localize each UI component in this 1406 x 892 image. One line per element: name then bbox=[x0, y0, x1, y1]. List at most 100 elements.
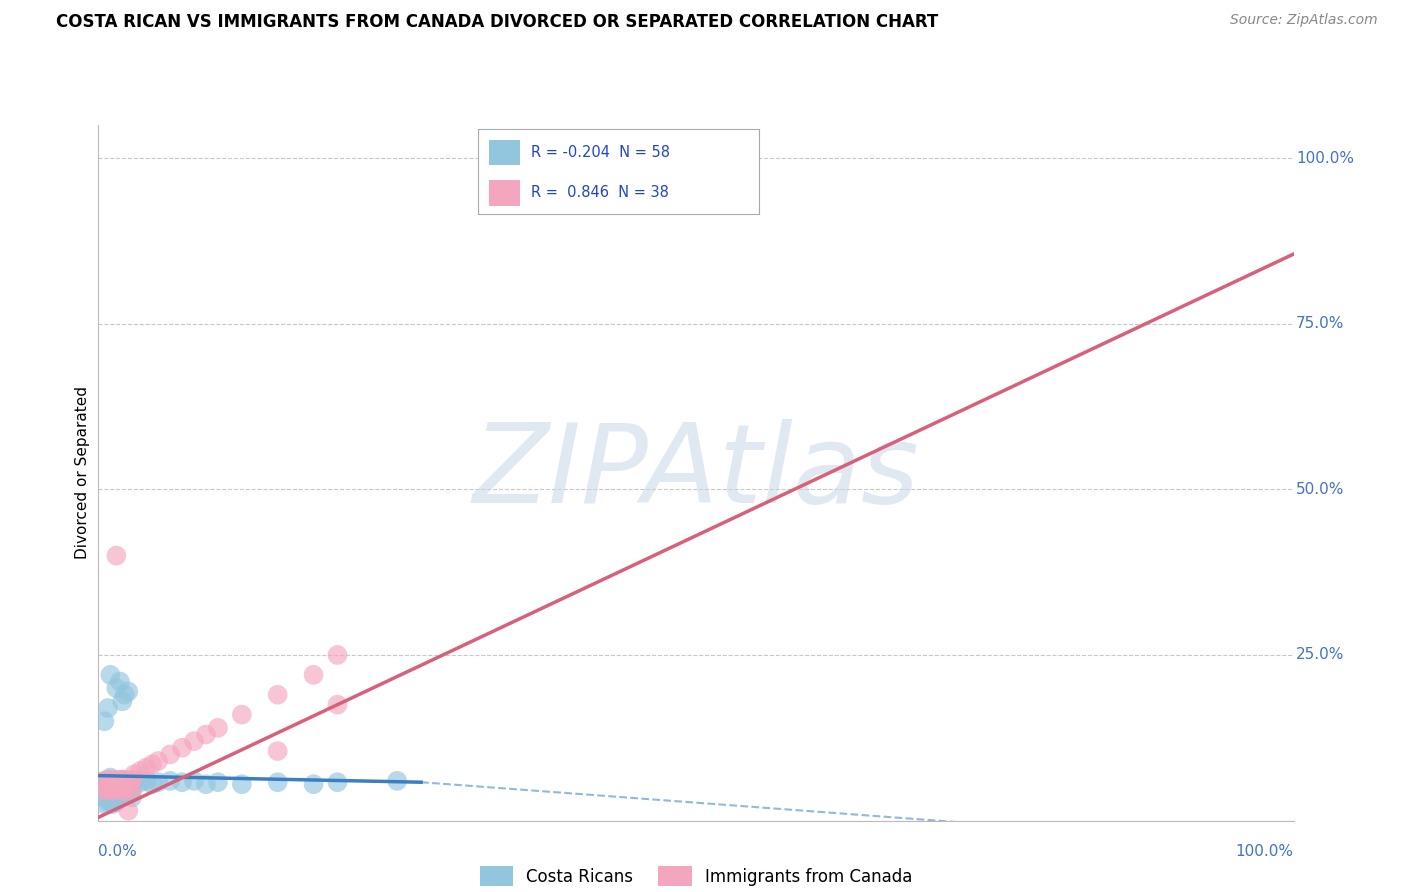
Text: COSTA RICAN VS IMMIGRANTS FROM CANADA DIVORCED OR SEPARATED CORRELATION CHART: COSTA RICAN VS IMMIGRANTS FROM CANADA DI… bbox=[56, 13, 938, 31]
Point bbox=[105, 795, 128, 809]
Point bbox=[97, 781, 120, 796]
Point bbox=[267, 688, 290, 702]
Point bbox=[93, 784, 115, 798]
Text: 25.0%: 25.0% bbox=[1296, 648, 1344, 663]
Point bbox=[135, 761, 157, 775]
Point bbox=[114, 789, 136, 803]
Point bbox=[98, 780, 122, 795]
Bar bbox=[489, 139, 520, 165]
Point bbox=[159, 747, 181, 762]
Point bbox=[129, 775, 152, 789]
Point bbox=[98, 771, 122, 785]
Point bbox=[108, 780, 131, 795]
Point bbox=[172, 740, 194, 755]
Point bbox=[98, 668, 122, 682]
Point bbox=[121, 790, 143, 805]
Point bbox=[117, 787, 139, 801]
Point bbox=[183, 773, 205, 788]
Point bbox=[98, 794, 122, 808]
Point bbox=[93, 714, 115, 729]
Text: 75.0%: 75.0% bbox=[1296, 316, 1344, 331]
Point bbox=[114, 688, 136, 702]
Point bbox=[194, 727, 217, 741]
Point bbox=[172, 775, 194, 789]
Point bbox=[111, 773, 134, 788]
Point bbox=[108, 772, 131, 787]
Point bbox=[111, 772, 134, 787]
Point bbox=[114, 775, 136, 789]
Point bbox=[114, 772, 136, 787]
Legend: Costa Ricans, Immigrants from Canada: Costa Ricans, Immigrants from Canada bbox=[472, 860, 920, 892]
Point bbox=[117, 804, 139, 818]
Point bbox=[108, 674, 131, 689]
Point bbox=[93, 784, 115, 798]
Point bbox=[117, 780, 139, 795]
Point bbox=[105, 773, 128, 788]
Point bbox=[385, 773, 409, 788]
Point bbox=[105, 681, 128, 695]
Point bbox=[93, 790, 115, 805]
Point bbox=[105, 781, 128, 796]
Point bbox=[194, 777, 217, 791]
Point bbox=[302, 668, 325, 682]
Point bbox=[231, 777, 253, 791]
Point bbox=[93, 773, 115, 788]
Point bbox=[98, 787, 122, 801]
Point bbox=[183, 734, 205, 748]
Point bbox=[108, 787, 131, 801]
Point bbox=[97, 789, 120, 803]
Bar bbox=[489, 180, 520, 206]
Point bbox=[114, 781, 136, 796]
Point bbox=[148, 775, 170, 789]
Point bbox=[101, 772, 124, 787]
Point bbox=[148, 754, 170, 768]
Point bbox=[121, 772, 143, 787]
Point bbox=[326, 698, 349, 712]
Point bbox=[97, 795, 120, 809]
Point bbox=[114, 781, 136, 796]
Point bbox=[111, 790, 134, 805]
Point bbox=[105, 549, 128, 563]
Point bbox=[124, 767, 146, 781]
Point bbox=[97, 777, 120, 791]
Point bbox=[98, 780, 122, 795]
Point bbox=[108, 777, 131, 791]
Point bbox=[98, 773, 122, 788]
Point bbox=[111, 694, 134, 708]
Point bbox=[105, 789, 128, 803]
Point bbox=[101, 775, 124, 789]
Point bbox=[105, 773, 128, 788]
Point bbox=[117, 773, 139, 788]
Point bbox=[101, 797, 124, 811]
Text: R = -0.204  N = 58: R = -0.204 N = 58 bbox=[531, 145, 671, 160]
Point bbox=[121, 784, 143, 798]
Point bbox=[97, 701, 120, 715]
Point bbox=[326, 648, 349, 662]
Point bbox=[121, 777, 143, 791]
Text: 50.0%: 50.0% bbox=[1296, 482, 1344, 497]
Point bbox=[101, 790, 124, 805]
Point bbox=[141, 757, 163, 772]
Point bbox=[207, 721, 229, 735]
Point bbox=[93, 773, 115, 788]
Point bbox=[108, 780, 131, 795]
Point bbox=[101, 784, 124, 798]
Text: Source: ZipAtlas.com: Source: ZipAtlas.com bbox=[1230, 13, 1378, 28]
Point bbox=[117, 684, 139, 698]
Point bbox=[302, 777, 325, 791]
Text: 0.0%: 0.0% bbox=[98, 845, 138, 859]
Point bbox=[267, 744, 290, 758]
Point bbox=[141, 777, 163, 791]
Point bbox=[159, 773, 181, 788]
Text: 100.0%: 100.0% bbox=[1236, 845, 1294, 859]
Point bbox=[267, 775, 290, 789]
Point bbox=[97, 772, 120, 787]
Point bbox=[111, 784, 134, 798]
Point bbox=[124, 773, 146, 788]
Point bbox=[117, 773, 139, 788]
Y-axis label: Divorced or Separated: Divorced or Separated bbox=[75, 386, 90, 559]
Point bbox=[117, 780, 139, 795]
Point bbox=[326, 775, 349, 789]
Point bbox=[93, 797, 115, 811]
Text: R =  0.846  N = 38: R = 0.846 N = 38 bbox=[531, 186, 669, 201]
